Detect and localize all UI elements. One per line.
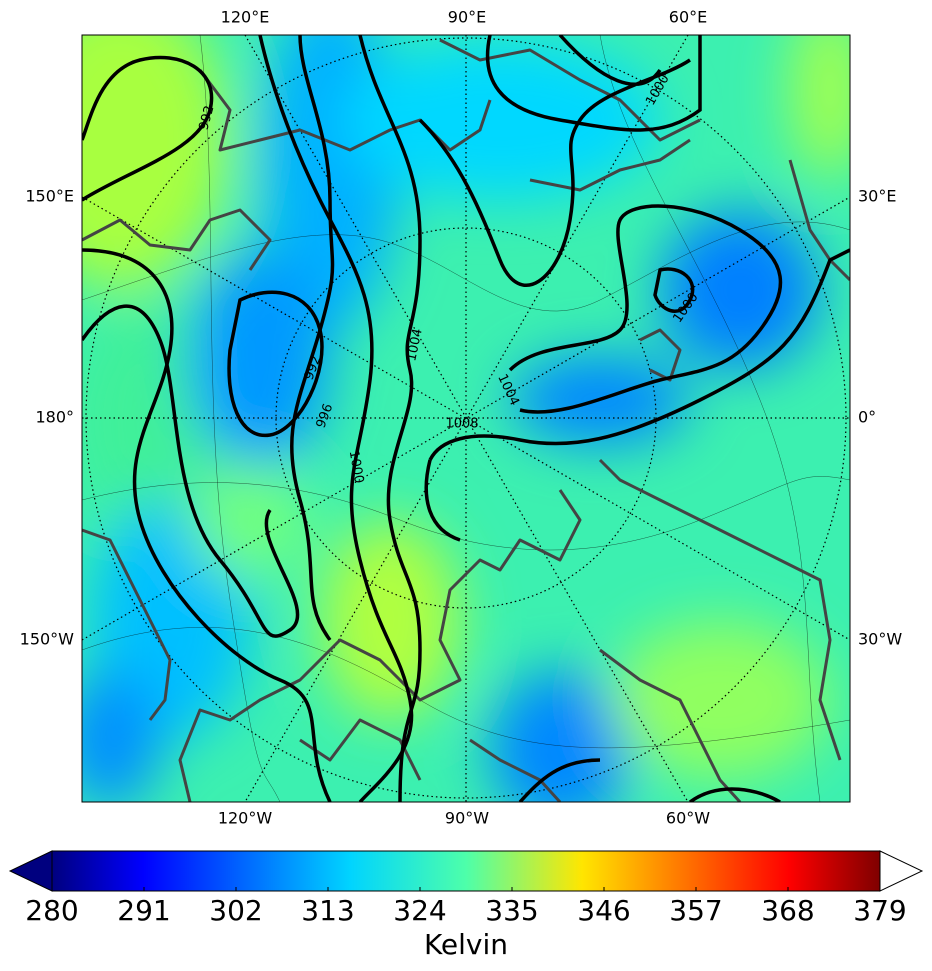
colorbar-tick-label: 313 [301, 894, 354, 927]
map-field [82, 35, 850, 802]
lat-label: 30°W [858, 630, 902, 649]
lon-label: 60°W [666, 809, 710, 828]
lon-label: 90°E [448, 8, 486, 27]
lat-label: 30°E [858, 187, 896, 206]
colorbar-tick-label: 368 [761, 894, 814, 927]
lon-label: 60°E [669, 8, 707, 27]
coastlines [82, 38, 850, 802]
map-frame [81, 34, 851, 803]
colorbar-extend-high [879, 850, 924, 892]
colorbar-extend-low [8, 850, 53, 892]
colorbar-tick-label: 346 [577, 894, 630, 927]
colorbar-tick-label: 280 [25, 894, 78, 927]
colorbar-tick-label: 357 [669, 894, 722, 927]
lat-label: 0° [858, 408, 876, 427]
colorbar-tick-label: 324 [393, 894, 446, 927]
contour-label: 1008 [445, 417, 478, 432]
contour-label: 1004 [404, 327, 426, 362]
isobars [82, 35, 850, 802]
colorbar-tick-label: 379 [853, 894, 906, 927]
contour-label: 992 [197, 104, 218, 132]
lat-label: 150°E [25, 187, 74, 206]
colorbar-label: Kelvin [424, 928, 508, 961]
contour-label: 1000 [346, 449, 367, 484]
lon-label: 90°W [445, 809, 489, 828]
colorbar-tick-label: 291 [117, 894, 170, 927]
lon-label: 120°W [218, 809, 273, 828]
lon-label: 120°E [221, 8, 270, 27]
lat-label: 150°W [20, 630, 75, 649]
graticule [82, 35, 850, 802]
colorbar-ramp [51, 850, 881, 892]
colorbar-tick-label: 335 [485, 894, 538, 927]
colorbar-tick-label: 302 [209, 894, 262, 927]
lat-label: 180° [35, 408, 74, 427]
colorbar [8, 850, 924, 892]
